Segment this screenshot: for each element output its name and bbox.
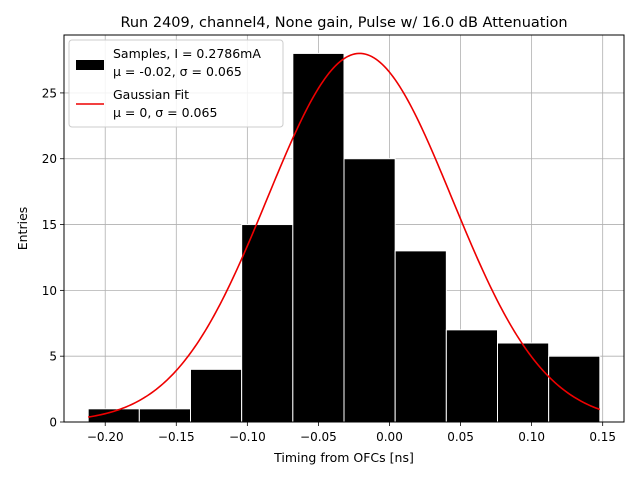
histogram-bar bbox=[189, 368, 243, 423]
x-tick-label: −0.10 bbox=[229, 430, 266, 444]
x-tick-label: 0.05 bbox=[447, 430, 474, 444]
y-axis-label: Entries bbox=[15, 207, 30, 251]
x-tick-label: 0.00 bbox=[376, 430, 403, 444]
histogram-bar bbox=[497, 342, 550, 423]
y-tick-label: 0 bbox=[49, 416, 57, 430]
legend: Samples, I = 0.2786mA μ = -0.02, σ = 0.0… bbox=[68, 39, 284, 128]
x-tick-label: 0.10 bbox=[518, 430, 545, 444]
y-tick-label: 20 bbox=[42, 152, 57, 166]
histogram-bar bbox=[241, 224, 294, 423]
legend-histogram-swatch bbox=[76, 60, 104, 70]
gaussian-fit-curve bbox=[88, 52, 601, 418]
legend-histogram-stats: μ = -0.02, σ = 0.065 bbox=[113, 64, 242, 79]
y-tick-label: 10 bbox=[42, 284, 57, 298]
plot-frame bbox=[63, 34, 625, 423]
histogram-bar bbox=[138, 408, 191, 423]
chart-title: Run 2409, channel4, None gain, Pulse w/ … bbox=[120, 15, 567, 31]
x-axis-label: Timing from OFCs [ns] bbox=[273, 450, 414, 465]
legend-fit-label: Gaussian Fit bbox=[113, 87, 189, 102]
histogram-bar bbox=[343, 158, 396, 423]
legend-box bbox=[68, 39, 284, 128]
y-axis-ticks: 0 5 10 15 20 25 bbox=[42, 86, 64, 430]
histogram-bar bbox=[445, 329, 499, 423]
x-tick-label: 0.15 bbox=[589, 430, 616, 444]
histogram-bar bbox=[548, 355, 601, 423]
y-tick-label: 25 bbox=[42, 86, 57, 100]
histogram-bar bbox=[394, 250, 447, 423]
legend-fit-stats: μ = 0, σ = 0.065 bbox=[113, 105, 217, 120]
x-tick-label: −0.15 bbox=[158, 430, 195, 444]
legend-histogram-label: Samples, I = 0.2786mA bbox=[113, 46, 261, 61]
x-axis-ticks: −0.20 −0.15 −0.10 −0.05 0.00 0.05 0.10 0.15 bbox=[87, 422, 616, 444]
x-tick-label: −0.05 bbox=[300, 430, 337, 444]
x-tick-label: −0.20 bbox=[87, 430, 124, 444]
y-tick-label: 5 bbox=[49, 350, 57, 364]
y-tick-label: 15 bbox=[42, 218, 57, 232]
histogram-bars bbox=[87, 52, 601, 423]
histogram-bar bbox=[292, 52, 345, 423]
